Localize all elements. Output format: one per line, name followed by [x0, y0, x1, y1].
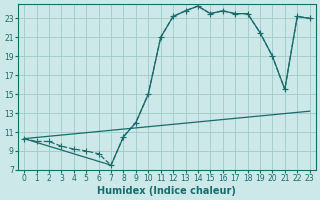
X-axis label: Humidex (Indice chaleur): Humidex (Indice chaleur)	[98, 186, 236, 196]
